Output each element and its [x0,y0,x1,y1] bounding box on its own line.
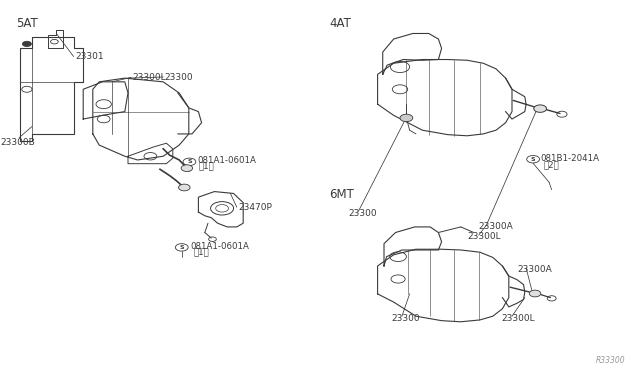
Text: 23300: 23300 [392,314,420,323]
Text: （1）: （1） [198,162,214,171]
Text: S: S [179,245,184,250]
Text: 5AT: 5AT [16,17,38,30]
Text: S: S [187,159,192,164]
Text: 23300L: 23300L [467,232,501,241]
Circle shape [529,290,541,297]
Text: 23300A: 23300A [479,222,513,231]
Text: 23300A: 23300A [517,265,552,274]
Circle shape [181,165,193,171]
Text: （1）: （1） [193,248,209,257]
Text: 4AT: 4AT [330,17,351,30]
Text: 081B1-2041A: 081B1-2041A [541,154,600,163]
Text: R33300: R33300 [596,356,626,365]
Circle shape [534,105,547,112]
Circle shape [400,114,413,122]
Text: 081A1-0601A: 081A1-0601A [190,242,249,251]
Text: S: S [531,157,536,162]
Text: 23301: 23301 [75,52,104,61]
Text: 6MT: 6MT [330,188,355,201]
Text: 081A1-0601A: 081A1-0601A [197,156,256,165]
Circle shape [179,184,190,191]
Text: 23300B: 23300B [0,138,35,147]
Text: 23300: 23300 [164,73,193,81]
Text: 23300L: 23300L [132,73,166,81]
Text: 23300: 23300 [349,209,378,218]
Circle shape [22,41,31,46]
Text: 23470P: 23470P [238,203,272,212]
Text: 23300L: 23300L [501,314,535,323]
Text: （2）: （2） [544,160,560,169]
